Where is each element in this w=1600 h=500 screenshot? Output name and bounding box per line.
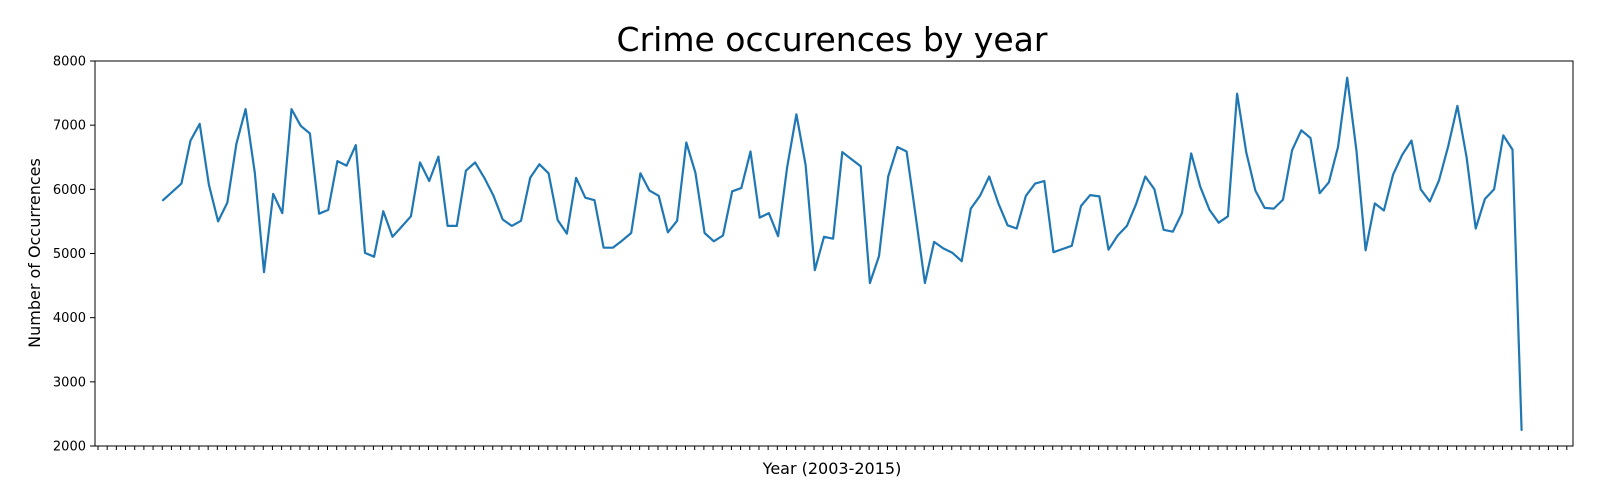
- y-tick-label: 3000: [53, 375, 86, 390]
- y-tick-label: 6000: [53, 183, 86, 198]
- y-tick-label: 7000: [53, 119, 86, 134]
- chart-title: Crime occurences by year: [617, 20, 1048, 59]
- plot-frame: [94, 60, 1574, 447]
- y-tick-label: 2000: [53, 440, 86, 455]
- series-line: [161, 76, 1523, 432]
- y-axis-label: Number of Occurrences: [25, 158, 44, 348]
- y-tick-label: 5000: [53, 247, 86, 262]
- y-tick-label: 4000: [53, 311, 86, 326]
- plot-area: 2000 3000 4000 5000 6000 7000 8000: [53, 55, 1574, 455]
- x-axis-label: Year (2003-2015): [762, 459, 902, 478]
- y-tick-label: 8000: [53, 55, 86, 70]
